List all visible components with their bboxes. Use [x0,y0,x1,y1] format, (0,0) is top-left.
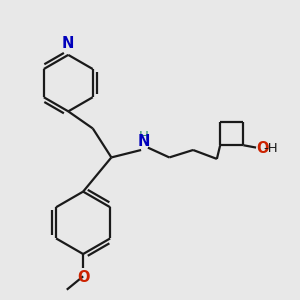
Text: -H: -H [263,142,278,155]
Text: N: N [62,36,74,51]
Text: O: O [77,270,89,285]
Text: H: H [139,130,149,142]
Text: O: O [257,141,269,156]
Text: N: N [138,134,150,148]
